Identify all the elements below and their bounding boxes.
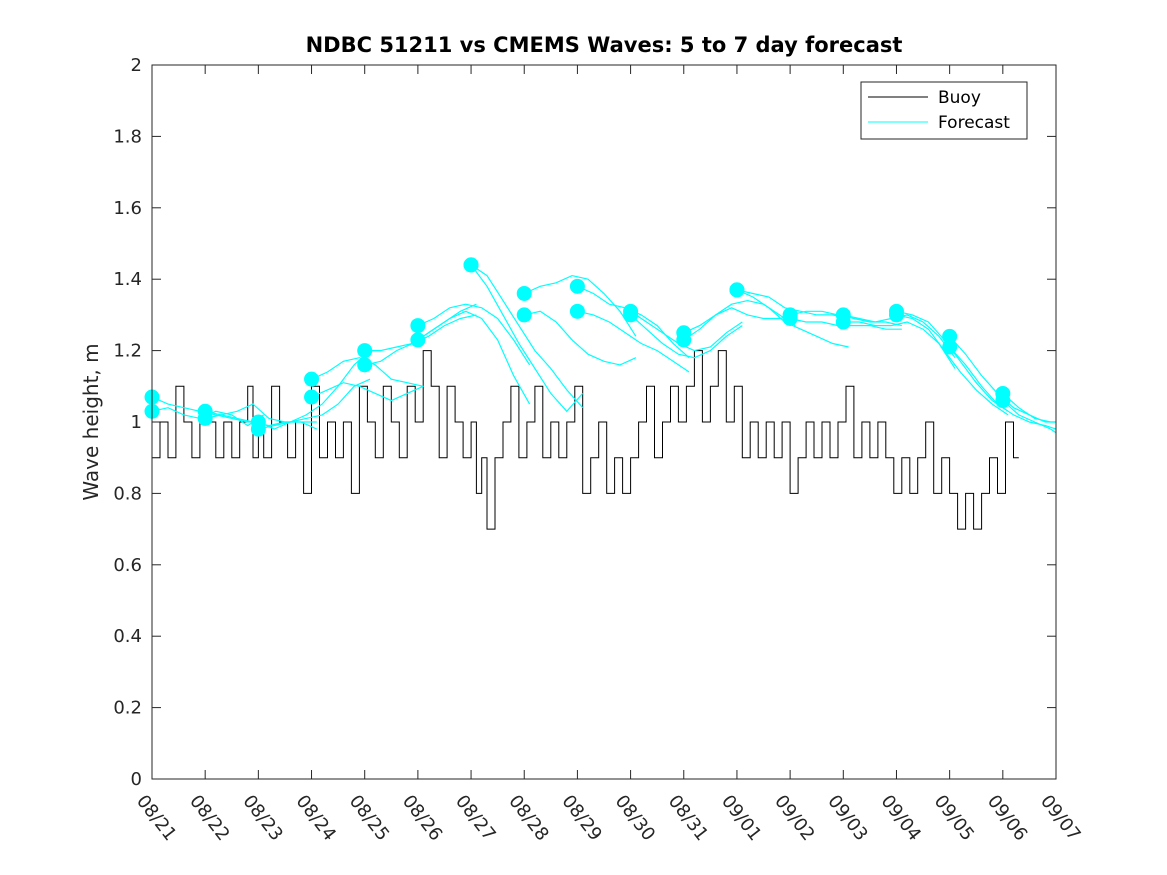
forecast-start-marker (410, 332, 426, 348)
buoy-series-line (152, 350, 1019, 530)
forecast-series-line (683, 299, 796, 341)
forecast-start-marker (516, 285, 532, 301)
legend-buoy-label: Buoy (938, 88, 981, 108)
y-axis-label: Wave height, m (79, 343, 103, 500)
forecast-series-line (630, 310, 743, 352)
forecast-start-marker (463, 257, 479, 273)
forecast-series-line (417, 303, 531, 366)
y-tick-label: 1.2 (113, 341, 142, 362)
y-axis: 0 0.2 0.4 0.6 0.8 1 1.2 1.4 1.6 1.8 2 (113, 55, 1056, 790)
forecast-start-marker (516, 307, 532, 323)
series-layer (144, 257, 1057, 530)
y-tick-label: 1.8 (113, 126, 142, 147)
legend-forecast-label: Forecast (938, 113, 1010, 133)
forecast-series-line (417, 310, 531, 405)
y-tick-label: 1 (131, 412, 142, 433)
y-tick-label: 1.4 (113, 269, 142, 290)
chart-title: NDBC 51211 vs CMEMS Waves: 5 to 7 day fo… (306, 33, 903, 57)
forecast-start-marker (569, 278, 585, 294)
forecast-start-marker (623, 307, 639, 323)
y-tick-label: 0.2 (113, 698, 142, 719)
forecast-start-marker (888, 307, 904, 323)
forecast-series-line (896, 314, 1009, 416)
forecast-series-line (258, 378, 371, 430)
forecast-start-marker (782, 310, 798, 326)
forecast-series-line (258, 350, 371, 430)
axes-box (151, 64, 1057, 780)
forecast-start-marker (835, 314, 851, 330)
forecast-series-line (1002, 400, 1057, 434)
forecast-start-marker (942, 339, 958, 355)
forecast-series-line (843, 321, 956, 369)
y-tick-label: 0.6 (113, 555, 142, 576)
forecast-series-line (630, 314, 743, 359)
forecast-start-marker (357, 343, 373, 359)
y-tick-label: 2 (131, 55, 142, 76)
forecast-series-line (470, 264, 584, 413)
forecast-start-marker (357, 357, 373, 373)
forecast-start-marker (995, 393, 1011, 409)
y-tick-label: 0.8 (113, 483, 142, 504)
legend-box (860, 81, 1028, 140)
forecast-start-marker (304, 389, 320, 405)
forecast-series-line (470, 264, 584, 409)
forecast-start-marker (410, 318, 426, 334)
forecast-start-marker (250, 421, 266, 437)
forecast-series-line (523, 274, 637, 337)
forecast-series-line (577, 310, 690, 373)
y-tick-label: 0.4 (113, 626, 142, 647)
forecast-series-line (736, 289, 849, 348)
forecast-series-line (1002, 392, 1056, 423)
forecast-series-line (683, 307, 796, 334)
y-tick-label: 1.6 (113, 198, 142, 219)
forecast-start-marker (676, 332, 692, 348)
y-tick-label: 0 (131, 769, 142, 790)
forecast-series-line (524, 310, 637, 366)
forecast-series-line (311, 382, 424, 402)
forecast-start-marker (197, 410, 213, 426)
forecast-start-marker (569, 303, 585, 319)
legend: Buoy Forecast (860, 81, 1028, 140)
forecast-start-marker (729, 282, 745, 298)
forecast-start-marker (304, 371, 320, 387)
